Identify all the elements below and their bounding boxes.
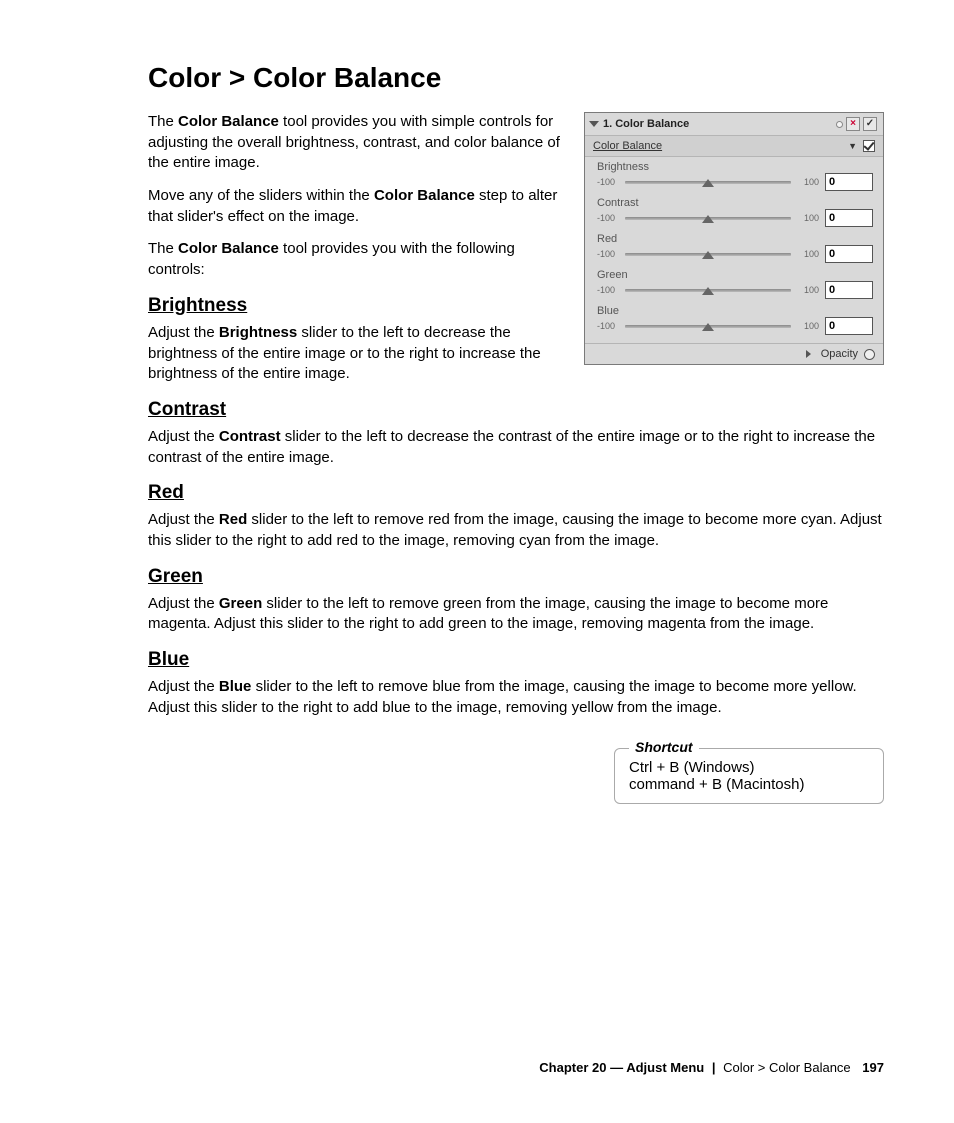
footer-separator: |	[712, 1060, 716, 1075]
slider-track[interactable]	[625, 289, 791, 292]
slider-value-input[interactable]	[825, 245, 873, 263]
slider-red: Red -100 100	[597, 233, 873, 263]
subhead-green: Green	[148, 566, 884, 588]
panel-title: 1. Color Balance	[603, 118, 836, 130]
subhead-blue: Blue	[148, 649, 884, 671]
slider-max: 100	[797, 249, 819, 259]
slider-track[interactable]	[625, 217, 791, 220]
slider-thumb-icon[interactable]	[702, 215, 714, 223]
slider-track[interactable]	[625, 325, 791, 328]
slider-min: -100	[597, 321, 619, 331]
subhead-red: Red	[148, 482, 884, 504]
section-green-text: Adjust the Green slider to the left to r…	[148, 594, 884, 635]
slider-label: Contrast	[597, 197, 873, 209]
slider-value-input[interactable]	[825, 317, 873, 335]
slider-min: -100	[597, 285, 619, 295]
slider-max: 100	[797, 177, 819, 187]
slider-label: Brightness	[597, 161, 873, 173]
slider-thumb-icon[interactable]	[702, 179, 714, 187]
slider-contrast: Contrast -100 100	[597, 197, 873, 227]
slider-min: -100	[597, 177, 619, 187]
slider-thumb-icon[interactable]	[702, 251, 714, 259]
subhead-contrast: Contrast	[148, 399, 884, 421]
color-balance-panel: 1. Color Balance × ✓ Color Balance ▼ Bri…	[584, 112, 884, 365]
slider-thumb-icon[interactable]	[702, 323, 714, 331]
shortcut-legend: Shortcut	[629, 739, 699, 755]
shortcut-line: command + B (Macintosh)	[629, 776, 869, 793]
slider-green: Green -100 100	[597, 269, 873, 299]
section-contrast-text: Adjust the Contrast slider to the left t…	[148, 427, 884, 468]
opacity-label: Opacity	[821, 348, 858, 360]
collapse-icon[interactable]	[589, 121, 599, 127]
slider-brightness: Brightness -100 100	[597, 161, 873, 191]
slider-value-input[interactable]	[825, 281, 873, 299]
opacity-radio[interactable]	[864, 349, 875, 360]
slider-value-input[interactable]	[825, 173, 873, 191]
slider-track[interactable]	[625, 253, 791, 256]
page-title: Color > Color Balance	[148, 62, 884, 94]
slider-label: Red	[597, 233, 873, 245]
close-icon[interactable]: ×	[846, 117, 860, 131]
panel-subheader: Color Balance ▼	[585, 136, 883, 157]
slider-max: 100	[797, 213, 819, 223]
panel-body: Brightness -100 100 Contrast -100 100	[585, 157, 883, 343]
footer-chapter: Chapter 20 — Adjust Menu	[539, 1060, 704, 1075]
slider-min: -100	[597, 213, 619, 223]
panel-subtitle: Color Balance	[593, 140, 848, 152]
apply-icon[interactable]: ✓	[863, 117, 877, 131]
slider-label: Blue	[597, 305, 873, 317]
slider-thumb-icon[interactable]	[702, 287, 714, 295]
slider-label: Green	[597, 269, 873, 281]
panel-titlebar: 1. Color Balance × ✓	[585, 113, 883, 136]
panel-footer: Opacity	[585, 343, 883, 364]
section-red-text: Adjust the Red slider to the left to rem…	[148, 510, 884, 551]
reset-icon[interactable]	[836, 121, 843, 128]
slider-min: -100	[597, 249, 619, 259]
footer-page: 197	[862, 1060, 884, 1075]
section-blue-text: Adjust the Blue slider to the left to re…	[148, 677, 884, 718]
page-footer: Chapter 20 — Adjust Menu | Color > Color…	[539, 1060, 884, 1075]
slider-track[interactable]	[625, 181, 791, 184]
slider-value-input[interactable]	[825, 209, 873, 227]
dropdown-icon[interactable]: ▼	[848, 141, 857, 151]
slider-max: 100	[797, 321, 819, 331]
shortcut-box: Shortcut Ctrl + B (Windows) command + B …	[614, 748, 884, 804]
slider-blue: Blue -100 100	[597, 305, 873, 335]
expand-icon[interactable]	[806, 350, 811, 358]
footer-section: Color > Color Balance	[723, 1060, 851, 1075]
shortcut-line: Ctrl + B (Windows)	[629, 759, 869, 776]
slider-max: 100	[797, 285, 819, 295]
enable-checkbox[interactable]	[863, 140, 875, 152]
